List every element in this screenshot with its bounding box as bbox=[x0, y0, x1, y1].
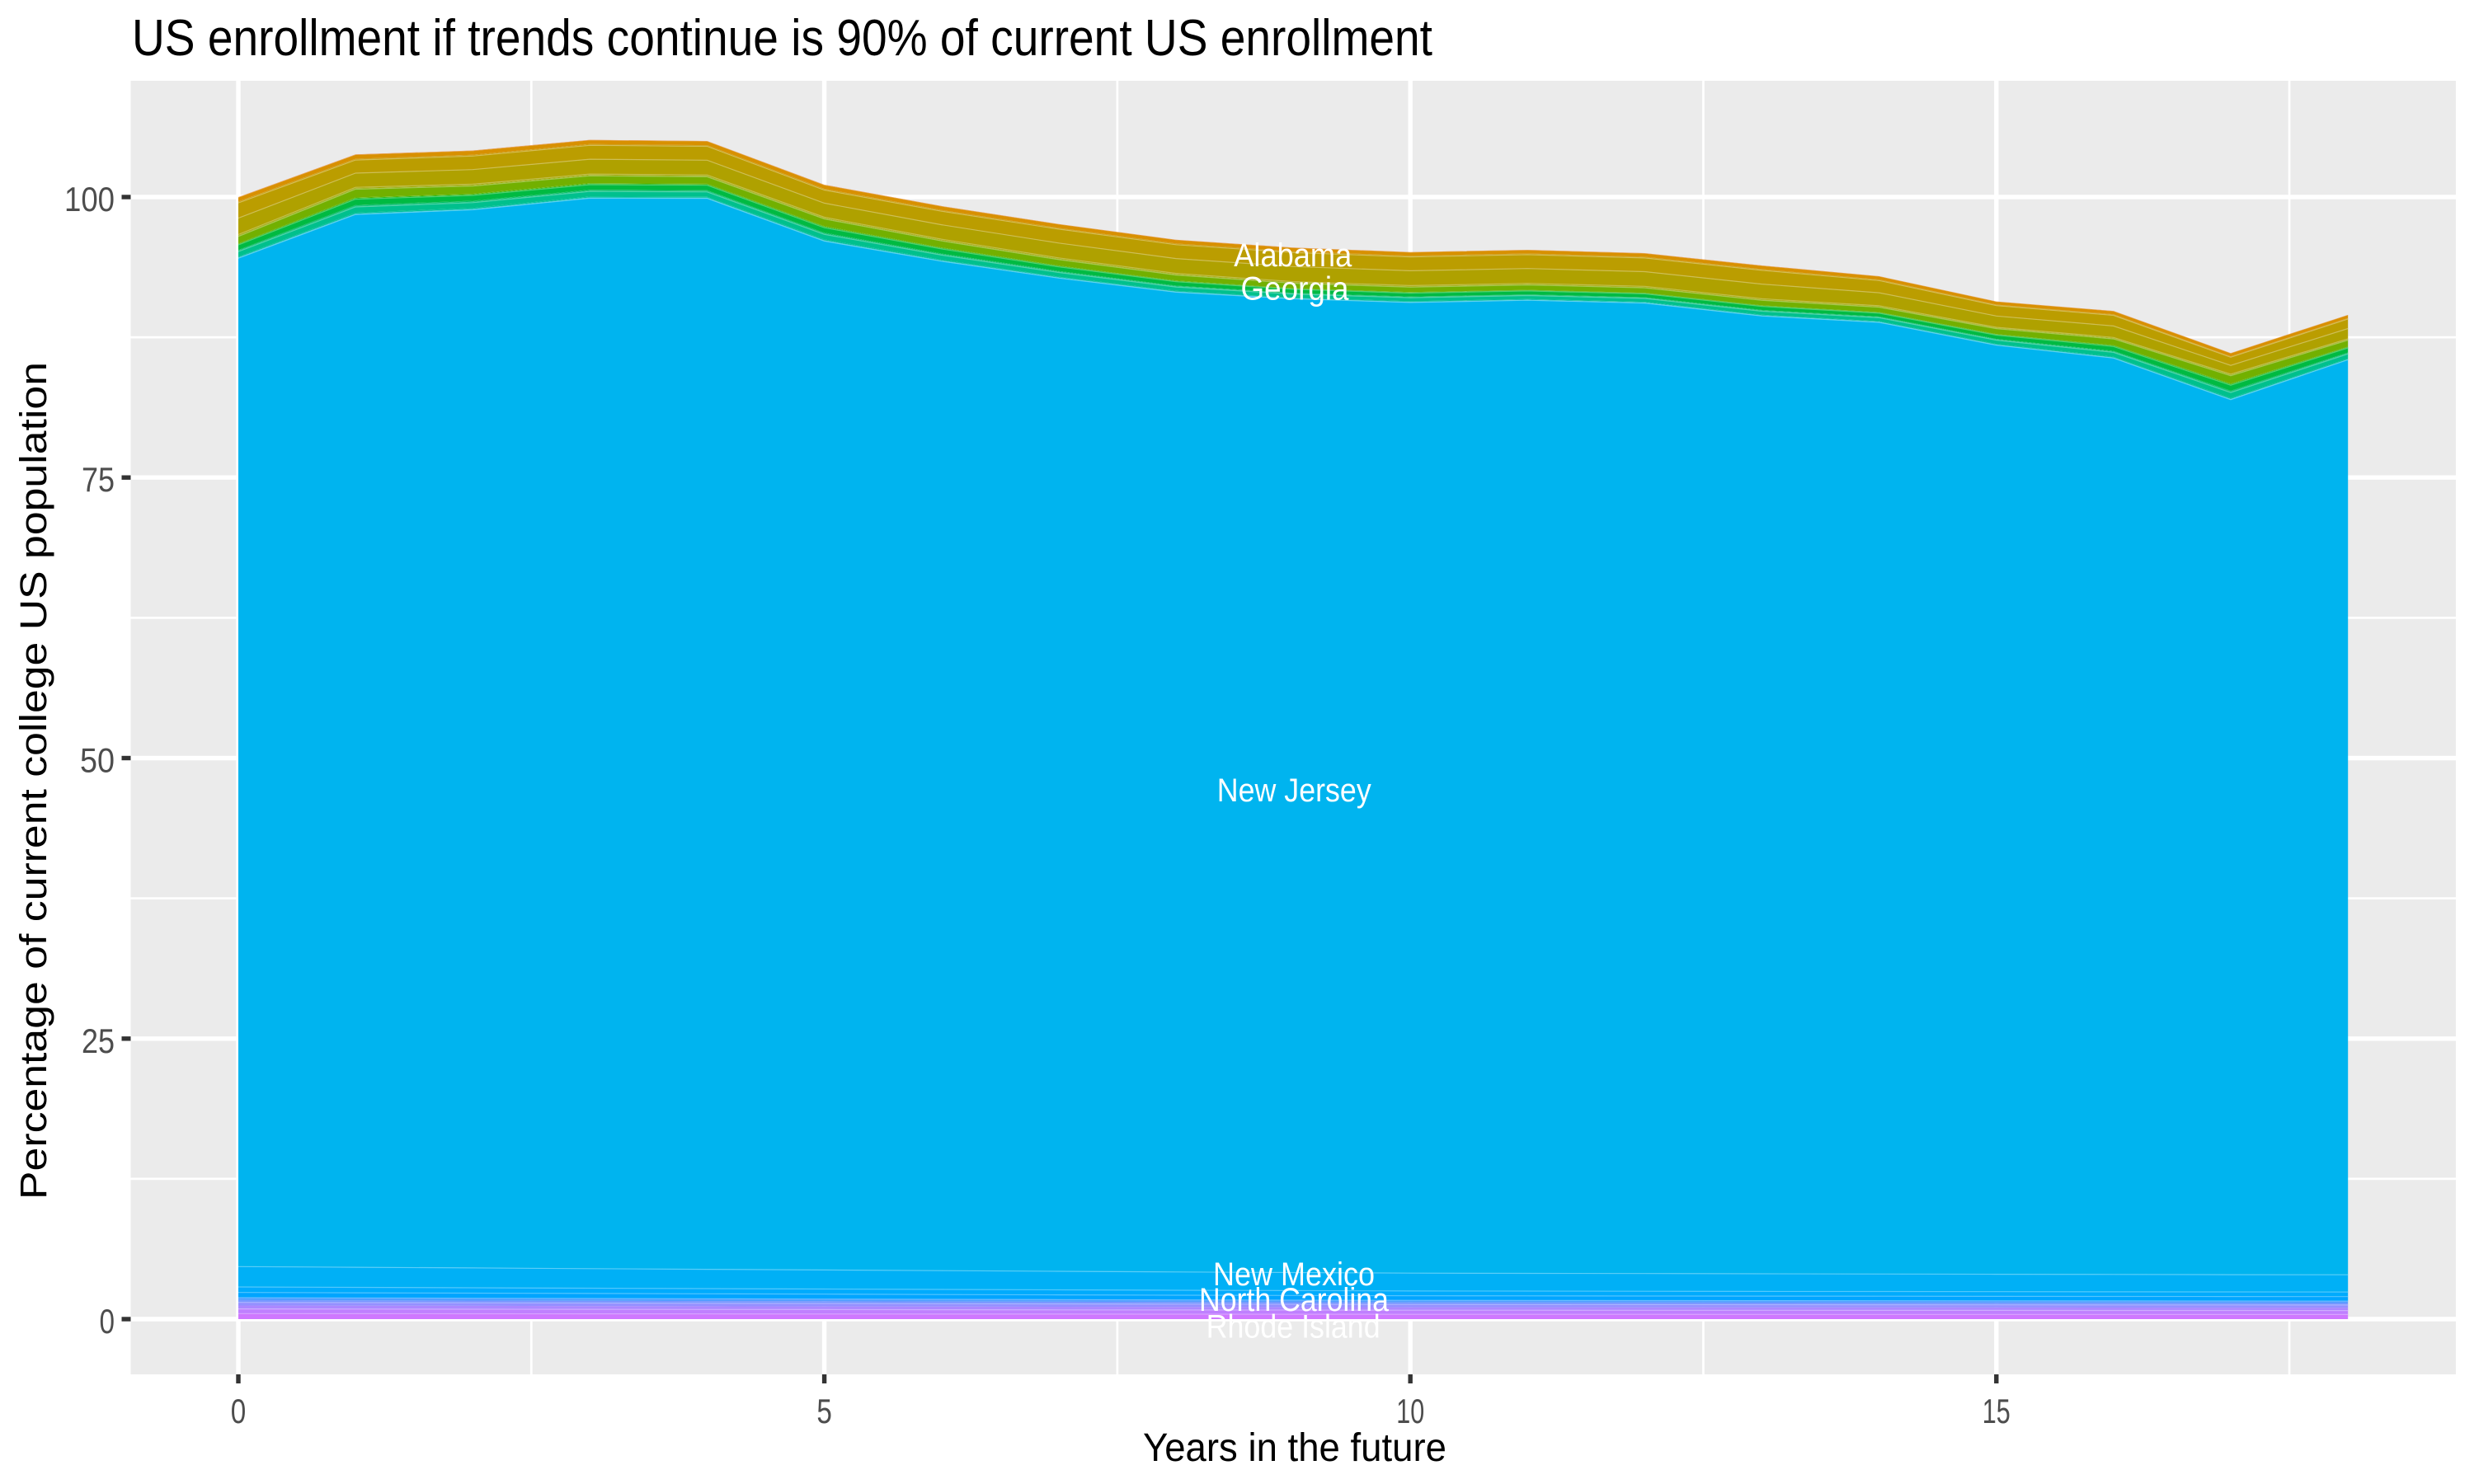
svg-text:75: 75 bbox=[82, 460, 115, 499]
svg-text:100: 100 bbox=[64, 180, 115, 218]
svg-text:Percentage of current college: Percentage of current college US populat… bbox=[12, 362, 54, 1200]
svg-text:0: 0 bbox=[100, 1302, 115, 1341]
svg-text:New Mexico: New Mexico bbox=[1213, 1256, 1375, 1293]
svg-text:Years in the future: Years in the future bbox=[1143, 1426, 1446, 1470]
svg-text:Rhode Island: Rhode Island bbox=[1206, 1308, 1380, 1345]
svg-text:US enrollment if trends contin: US enrollment if trends continue is 90% … bbox=[132, 10, 1432, 67]
svg-text:0: 0 bbox=[231, 1392, 247, 1430]
svg-text:10: 10 bbox=[1396, 1392, 1424, 1430]
svg-text:Georgia: Georgia bbox=[1241, 271, 1349, 308]
svg-text:5: 5 bbox=[816, 1392, 832, 1430]
svg-text:15: 15 bbox=[1982, 1392, 2011, 1430]
svg-text:New Jersey: New Jersey bbox=[1217, 773, 1371, 809]
svg-text:25: 25 bbox=[82, 1021, 115, 1060]
svg-text:Alabama: Alabama bbox=[1234, 237, 1352, 274]
svg-text:50: 50 bbox=[80, 741, 115, 780]
svg-text:North Carolina: North Carolina bbox=[1199, 1282, 1389, 1318]
